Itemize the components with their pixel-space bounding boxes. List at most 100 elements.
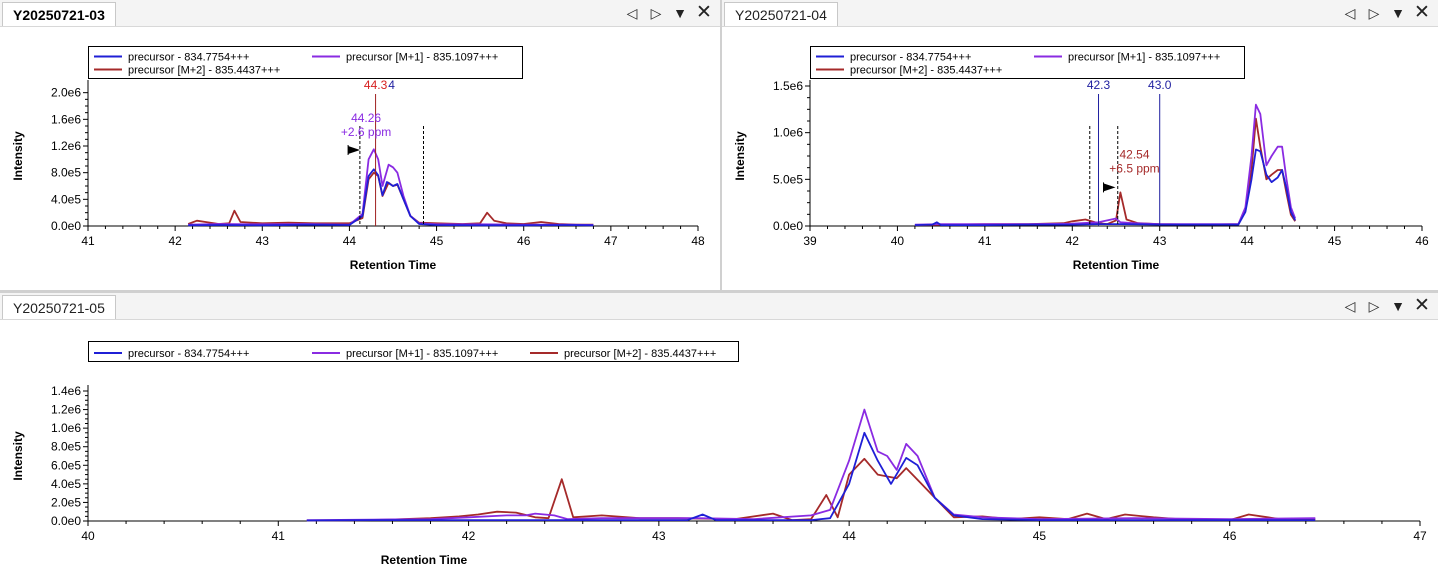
series-line xyxy=(187,171,594,226)
prev-icon[interactable]: ◁ xyxy=(626,5,638,21)
tab-bar: Y20250721-03 ◁ ▷ ▼ ✕ xyxy=(0,0,720,27)
tab-replicate-1[interactable]: Y20250721-03 xyxy=(2,2,116,26)
y-tick-label: 8.0e5 xyxy=(51,166,81,180)
x-tick-label: 42 xyxy=(1066,234,1080,248)
tab-bar: Y20250721-04 ◁ ▷ ▼ ✕ xyxy=(722,0,1438,27)
y-tick-label: 1.5e6 xyxy=(773,79,803,93)
chevron-down-icon[interactable]: ▼ xyxy=(673,5,687,21)
x-tick-label: 41 xyxy=(978,234,992,248)
peak-rt-label: 44.26 xyxy=(351,111,381,125)
y-tick-label: 1.0e6 xyxy=(51,421,81,435)
series-line xyxy=(914,117,1296,226)
legend-label: precursor - 834.7754+++ xyxy=(128,348,249,360)
y-tick-label: 0.0e0 xyxy=(773,219,803,233)
horizontal-splitter[interactable] xyxy=(0,290,1438,293)
chevron-down-icon[interactable]: ▼ xyxy=(1391,298,1405,314)
peak-ppm-label: +6.5 ppm xyxy=(1109,161,1159,175)
x-tick-label: 43 xyxy=(1153,234,1167,248)
y-tick-label: 6.0e5 xyxy=(51,458,81,472)
close-icon[interactable]: ✕ xyxy=(696,2,712,23)
y-tick-label: 2.0e6 xyxy=(51,86,81,100)
chromatogram-plot[interactable]: 40 41 42 43 44 45 46 47 0.0e0 2.0e5 4.0e5 6.0e5 8.0e… xyxy=(0,319,1438,583)
y-tick-label: 1.0e6 xyxy=(773,126,803,140)
legend-box xyxy=(88,46,523,79)
x-tick-label: 40 xyxy=(891,234,905,248)
x-tick-label: 39 xyxy=(803,234,817,248)
x-tick-label: 46 xyxy=(517,234,531,248)
id-value-suffix: 4 xyxy=(388,78,395,92)
close-icon[interactable]: ✕ xyxy=(1414,2,1430,23)
x-axis-label: Retention Time xyxy=(381,553,468,567)
legend-label: precursor [M+1] - 835.1097+++ xyxy=(346,348,498,360)
close-icon[interactable]: ✕ xyxy=(1414,295,1430,316)
x-tick-label: 42 xyxy=(168,234,182,248)
y-tick-label: 1.2e6 xyxy=(51,139,81,153)
vertical-splitter[interactable] xyxy=(720,0,722,290)
legend-label: precursor [M+2] - 835.4437+++ xyxy=(850,65,1002,77)
chart-panel-2: Y20250721-04 ◁ ▷ ▼ ✕ 39 40 41 42 43 44 45 46 0.0… xyxy=(722,0,1438,290)
next-icon[interactable]: ▷ xyxy=(1368,298,1380,314)
y-tick-label: 1.6e6 xyxy=(51,112,81,126)
prev-icon[interactable]: ◁ xyxy=(1344,5,1356,21)
next-icon[interactable]: ▷ xyxy=(650,5,662,21)
y-tick-label: 4.0e5 xyxy=(51,477,81,491)
chromatogram-plot[interactable]: 41 42 43 44 45 46 47 48 0.0e0 4.0e5 8.0e5 1.2e6 1.6e… xyxy=(0,26,720,290)
legend-label: precursor - 834.7754+++ xyxy=(128,52,249,64)
series-line xyxy=(188,148,594,226)
id-value: 43.0 xyxy=(1148,78,1172,92)
x-axis-label: Retention Time xyxy=(1073,258,1160,272)
series-line xyxy=(306,431,1316,522)
x-tick-label: 48 xyxy=(691,234,705,248)
id-value: 42.3 xyxy=(1087,78,1111,92)
x-tick-label: 46 xyxy=(1415,234,1429,248)
legend-label: precursor [M+2] - 835.4437+++ xyxy=(128,65,280,77)
x-tick-label: 45 xyxy=(1328,234,1342,248)
x-tick-label: 41 xyxy=(81,234,95,248)
y-axis-label: Intensity xyxy=(11,131,25,181)
y-tick-label: 1.2e6 xyxy=(51,403,81,417)
peak-rt-label: 42.54 xyxy=(1119,147,1149,161)
x-tick-label: 44 xyxy=(343,234,357,248)
x-axis-label: Retention Time xyxy=(350,258,437,272)
series-line xyxy=(306,408,1316,521)
x-tick-label: 45 xyxy=(430,234,444,248)
legend-label: precursor - 834.7754+++ xyxy=(850,52,971,64)
tab-controls: ◁ ▷ ▼ ✕ xyxy=(622,2,714,24)
x-tick-label: 46 xyxy=(1223,529,1237,543)
legend-label: precursor [M+1] - 835.1097+++ xyxy=(1068,52,1220,64)
tab-bar: Y20250721-05 ◁ ▷ ▼ ✕ xyxy=(0,293,1438,320)
legend-box xyxy=(810,46,1245,79)
y-tick-label: 1.4e6 xyxy=(51,384,81,398)
tab-controls: ◁ ▷ ▼ ✕ xyxy=(1340,295,1432,317)
y-tick-label: 8.0e5 xyxy=(51,440,81,454)
next-icon[interactable]: ▷ xyxy=(1368,5,1380,21)
x-tick-label: 47 xyxy=(1413,529,1427,543)
y-tick-label: 5.0e5 xyxy=(773,172,803,186)
chevron-down-icon[interactable]: ▼ xyxy=(1391,5,1405,21)
series-line xyxy=(914,103,1297,226)
peak-marker-icon xyxy=(348,146,361,154)
legend-box xyxy=(88,341,739,362)
chromatogram-plot[interactable]: 39 40 41 42 43 44 45 46 0.0e0 5.0e5 1.0e6 1.5e6 Rete… xyxy=(722,26,1438,290)
x-tick-label: 41 xyxy=(272,529,286,543)
y-tick-label: 0.0e0 xyxy=(51,514,81,528)
tab-replicate-2[interactable]: Y20250721-04 xyxy=(724,2,838,26)
tab-replicate-3[interactable]: Y20250721-05 xyxy=(2,295,116,319)
series-line xyxy=(188,168,594,227)
id-value: 44.3 xyxy=(364,78,388,92)
x-tick-label: 40 xyxy=(81,529,95,543)
x-tick-label: 43 xyxy=(256,234,270,248)
chart-panel-3: Y20250721-05 ◁ ▷ ▼ ✕ 40 41 42 43 44 45 46 47 0.0… xyxy=(0,293,1438,583)
tab-controls: ◁ ▷ ▼ ✕ xyxy=(1340,2,1432,24)
x-tick-label: 45 xyxy=(1033,529,1047,543)
peak-ppm-label: +2.6 ppm xyxy=(341,125,391,139)
y-tick-label: 0.0e0 xyxy=(51,219,81,233)
x-tick-label: 43 xyxy=(652,529,666,543)
legend-label: precursor [M+1] - 835.1097+++ xyxy=(346,52,498,64)
legend-label: precursor [M+2] - 835.4437+++ xyxy=(564,348,716,360)
chart-panel-1: Y20250721-03 ◁ ▷ ▼ ✕ 41 42 43 44 45 46 47 48 0.0… xyxy=(0,0,720,290)
y-axis-label: Intensity xyxy=(11,431,25,481)
x-tick-label: 44 xyxy=(1240,234,1254,248)
peak-marker-icon xyxy=(1103,183,1116,192)
prev-icon[interactable]: ◁ xyxy=(1344,298,1356,314)
